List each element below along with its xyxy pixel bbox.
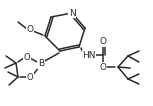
Text: B: B (38, 59, 44, 68)
Text: O: O (99, 63, 106, 72)
Text: O: O (27, 73, 33, 82)
Text: HN: HN (82, 50, 96, 59)
Text: O: O (26, 26, 34, 34)
Text: O: O (99, 38, 106, 47)
Text: N: N (69, 8, 75, 17)
Text: O: O (24, 52, 30, 61)
